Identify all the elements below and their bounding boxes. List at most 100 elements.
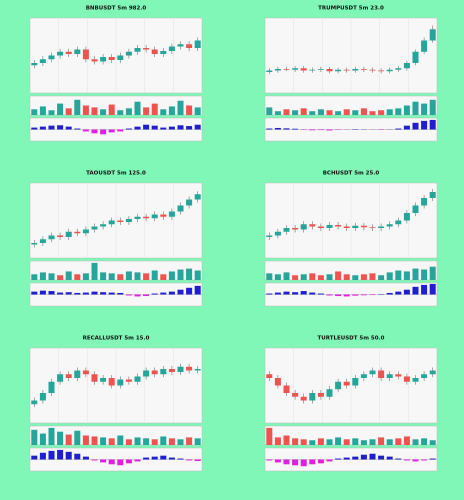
volume-bar bbox=[74, 99, 81, 115]
macd-bar bbox=[117, 292, 124, 295]
macd-bar bbox=[160, 455, 167, 460]
candle-body bbox=[91, 226, 98, 230]
macd-bar bbox=[65, 292, 72, 295]
candle-body bbox=[343, 381, 350, 386]
volume-bar bbox=[177, 100, 184, 115]
macd-bar bbox=[274, 127, 281, 130]
volume-bar bbox=[395, 270, 402, 280]
volume-bar bbox=[292, 275, 299, 280]
candle-body bbox=[274, 378, 281, 386]
volume-bar bbox=[194, 438, 201, 445]
volume-bar bbox=[266, 427, 273, 445]
chart-title: RECALLUSDT 5m 15.0 bbox=[83, 336, 150, 342]
chart-title: TRUMPUSDT 5m 23.0 bbox=[318, 6, 384, 12]
macd-bar bbox=[177, 125, 184, 130]
macd-bar bbox=[403, 459, 410, 461]
candle-body bbox=[300, 68, 307, 71]
candle-body bbox=[194, 194, 201, 200]
candle-body bbox=[326, 389, 333, 397]
volume-bar bbox=[91, 262, 98, 280]
candle-body bbox=[421, 198, 428, 206]
macd-bar bbox=[309, 292, 316, 295]
candle-body bbox=[82, 370, 89, 375]
volume-bar bbox=[369, 111, 376, 115]
volume-bar bbox=[168, 106, 175, 115]
macd-bar bbox=[386, 456, 393, 460]
macd-bar bbox=[194, 124, 201, 130]
chart-title: BCHUSDT 5m 25.0 bbox=[323, 171, 380, 177]
candle-body bbox=[360, 225, 367, 228]
macd-bar bbox=[48, 450, 55, 460]
volume-bar bbox=[274, 274, 281, 280]
candle-body bbox=[186, 199, 193, 206]
candle-body bbox=[300, 396, 307, 401]
macd-bar bbox=[369, 294, 376, 296]
candle-body bbox=[412, 378, 419, 382]
macd-bar bbox=[326, 294, 333, 296]
volume-bar bbox=[143, 107, 150, 115]
macd-bar bbox=[186, 126, 193, 130]
candle-body bbox=[335, 381, 342, 390]
macd-bar bbox=[134, 126, 141, 130]
volume-bar bbox=[186, 437, 193, 445]
volume-bar bbox=[151, 103, 158, 115]
macd-bar bbox=[177, 289, 184, 295]
volume-bar bbox=[369, 439, 376, 445]
candle-body bbox=[151, 214, 158, 219]
candle-body bbox=[177, 366, 184, 372]
volume-bar bbox=[326, 110, 333, 115]
volume-bar bbox=[168, 438, 175, 445]
macd-bar bbox=[100, 129, 107, 135]
candle-body bbox=[31, 243, 38, 245]
macd-bar bbox=[283, 291, 290, 295]
volume-bar bbox=[429, 440, 436, 445]
candle-body bbox=[143, 48, 150, 50]
volume-bar bbox=[274, 437, 281, 445]
candle-body bbox=[143, 370, 150, 377]
volume-bar bbox=[168, 271, 175, 280]
volume-bar bbox=[352, 275, 359, 280]
candle-body bbox=[403, 213, 410, 221]
candle-body bbox=[326, 69, 333, 72]
macd-bar bbox=[292, 128, 299, 130]
macd-bar bbox=[309, 129, 316, 131]
volume-bar bbox=[82, 273, 89, 280]
volume-bar bbox=[378, 110, 385, 115]
candle-body bbox=[403, 376, 410, 382]
volume-bar bbox=[39, 272, 46, 280]
candle-body bbox=[186, 366, 193, 371]
macd-bar bbox=[31, 291, 38, 295]
volume-bar bbox=[343, 109, 350, 115]
candle-body bbox=[48, 381, 55, 393]
candle-body bbox=[326, 225, 333, 228]
plot-area bbox=[29, 95, 203, 116]
volume-bar bbox=[421, 269, 428, 280]
volume-bar bbox=[317, 109, 324, 115]
macd-bar bbox=[125, 294, 132, 296]
volume-bar bbox=[403, 436, 410, 445]
candle-body bbox=[125, 379, 132, 382]
candle-body bbox=[117, 379, 124, 386]
candle-body bbox=[266, 374, 273, 378]
candle-body bbox=[117, 220, 124, 222]
macd-bar bbox=[266, 128, 273, 130]
candle-body bbox=[39, 59, 46, 63]
macd-bar bbox=[300, 291, 307, 295]
volume-bar bbox=[386, 272, 393, 280]
macd-bar bbox=[292, 459, 299, 466]
macd-bar bbox=[48, 125, 55, 130]
macd-bar bbox=[343, 294, 350, 297]
macd-bar bbox=[117, 459, 124, 466]
candle-body bbox=[369, 69, 376, 71]
volume-bar bbox=[160, 274, 167, 280]
volume-bar bbox=[412, 268, 419, 280]
macd-bar bbox=[395, 458, 402, 460]
plot-area bbox=[264, 425, 438, 446]
volume-bar bbox=[151, 439, 158, 445]
candle-body bbox=[386, 374, 393, 378]
volume-bar bbox=[403, 105, 410, 115]
volume-bar bbox=[266, 107, 273, 115]
candle-body bbox=[429, 370, 436, 375]
volume-bar bbox=[134, 272, 141, 280]
macd-bar bbox=[386, 292, 393, 295]
